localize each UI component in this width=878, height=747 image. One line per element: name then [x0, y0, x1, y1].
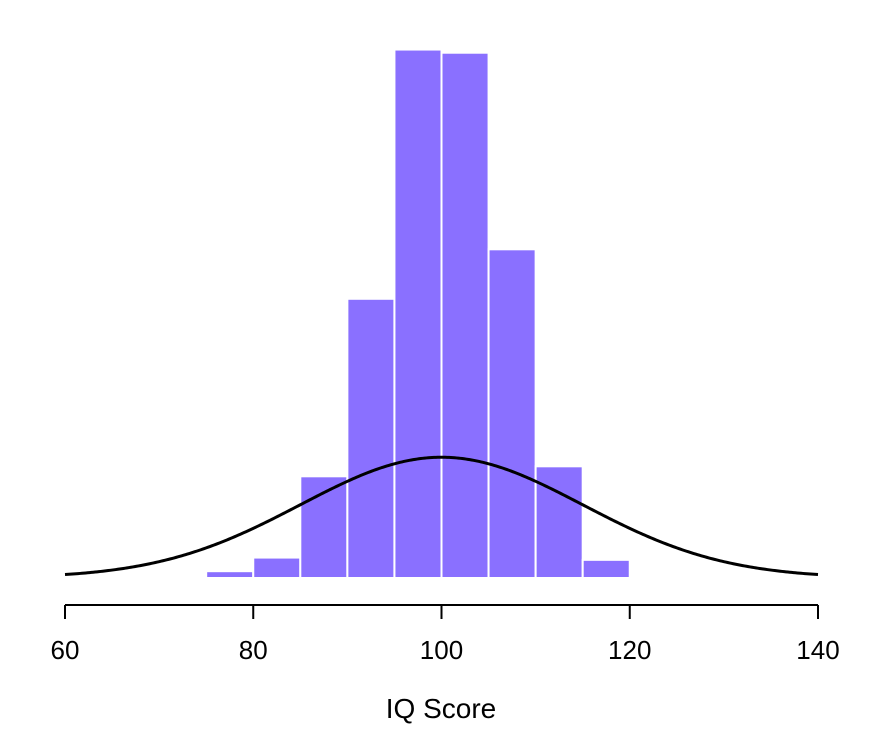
x-tick-label: 120: [608, 635, 651, 665]
histogram-bar: [393, 48, 443, 579]
x-axis-title: IQ Score: [386, 693, 496, 724]
histogram-bar: [581, 558, 631, 580]
x-tick-label: 100: [420, 635, 463, 665]
x-axis: 60 80 100 120 140: [51, 604, 840, 665]
histogram-bar: [440, 51, 490, 580]
histogram-bar: [252, 556, 302, 580]
histogram-bars: [205, 48, 631, 580]
x-tick-label: 80: [239, 635, 268, 665]
normal-density-curve: [64, 455, 819, 577]
x-axis-ticks: 60 80 100 120 140: [51, 605, 840, 665]
histogram-bar: [205, 570, 255, 580]
histogram-bar: [487, 248, 537, 580]
histogram-bar: [346, 297, 396, 579]
x-tick-label: 140: [796, 635, 839, 665]
x-tick-label: 60: [51, 635, 80, 665]
